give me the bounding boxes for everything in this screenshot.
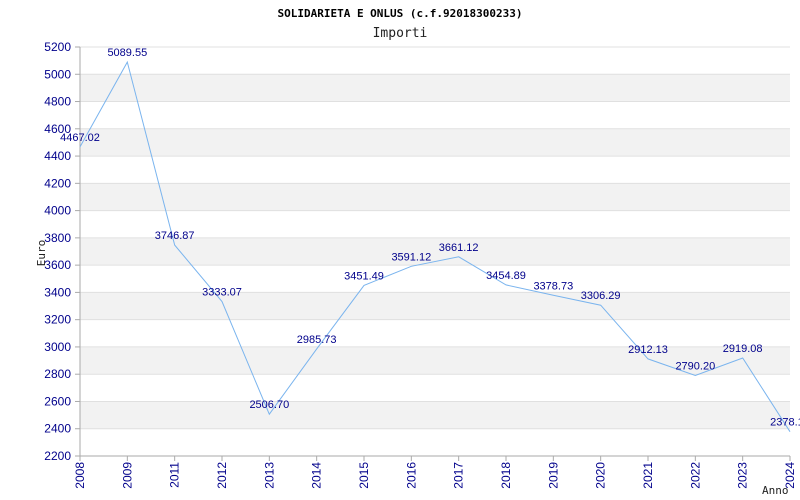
- x-tick-label: 2024: [783, 462, 797, 489]
- data-label: 2912.13: [628, 344, 668, 356]
- data-label: 2790.20: [675, 361, 715, 373]
- axes: [79, 47, 791, 461]
- y-tick-label: 3000: [44, 340, 71, 354]
- x-tick-label: 2011: [168, 462, 182, 488]
- grid-band: [80, 183, 790, 211]
- x-tick-label: 2015: [357, 462, 371, 489]
- x-tick-label: 2021: [641, 462, 655, 489]
- data-label: 3333.07: [202, 287, 242, 299]
- x-tick-label: 2012: [215, 462, 229, 489]
- data-label: 5089.55: [107, 47, 147, 59]
- y-tick-label: 2400: [44, 422, 71, 436]
- chart-subtitle: Importi: [373, 26, 428, 41]
- grid-band: [80, 237, 790, 266]
- y-tick-label: 3800: [44, 231, 71, 245]
- x-tick-label: 2016: [404, 462, 418, 489]
- grid-lines: [75, 46, 790, 457]
- grid-band: [80, 292, 790, 320]
- data-label: 2919.08: [723, 343, 763, 355]
- x-tick-label: 2008: [73, 462, 87, 489]
- y-tick-label: 2600: [44, 394, 71, 408]
- x-tick-label: 2017: [452, 462, 466, 489]
- data-label: 3661.12: [439, 242, 479, 254]
- x-axis-label: Anno: [762, 484, 789, 497]
- x-tick-label: 2023: [736, 462, 750, 489]
- x-tick-label: 2022: [688, 462, 702, 489]
- y-tick-label: 4800: [44, 95, 71, 109]
- data-label: 3451.49: [344, 270, 384, 282]
- data-label: 3746.87: [155, 230, 195, 242]
- series-line: [79, 60, 791, 432]
- x-tick-label: 2014: [310, 462, 324, 489]
- y-tick-label: 4000: [44, 204, 71, 218]
- data-label: 2378.18: [770, 417, 800, 429]
- grid-band: [80, 128, 790, 157]
- x-tick-label: 2018: [499, 462, 513, 489]
- y-tick-label: 3600: [44, 258, 71, 272]
- chart-title: SOLIDARIETA E ONLUS (c.f.92018300233): [277, 7, 522, 20]
- data-label: 2506.70: [249, 399, 289, 411]
- x-tick-labels: 2008 2009 2011 2012 2013 2014 2015 2016 2017 2018…: [73, 462, 797, 489]
- data-label: 3306.29: [581, 290, 621, 302]
- y-tick-label: 2800: [44, 367, 71, 381]
- x-tick-label: 2013: [262, 462, 276, 489]
- data-label: 3378.73: [533, 280, 573, 292]
- y-tick-label: 5000: [44, 67, 71, 81]
- data-label: 2985.73: [297, 334, 337, 346]
- data-labels: 4467.02 5089.55 3746.87 3333.07 2506.70 2985.…: [60, 47, 800, 429]
- data-label: 3591.12: [391, 251, 431, 263]
- y-tick-label: 3400: [44, 285, 71, 299]
- y-tick-label: 4600: [44, 122, 71, 136]
- y-tick-label: 5200: [44, 40, 71, 54]
- data-label: 4467.02: [60, 132, 100, 144]
- x-tick-label: 2019: [546, 462, 560, 489]
- y-tick-label: 3200: [44, 313, 71, 327]
- y-axis-label: Euro: [35, 240, 48, 267]
- grid-band: [80, 401, 790, 429]
- y-tick-label: 4200: [44, 176, 71, 190]
- y-tick-label: 2200: [44, 449, 71, 463]
- data-label: 3454.89: [486, 270, 526, 282]
- y-tick-label: 4400: [44, 149, 71, 163]
- grid-band: [80, 346, 790, 375]
- y-tick-labels: 2200 2400 2600 2800 3000 3200 3400 3600 3800 4000…: [44, 40, 71, 463]
- x-tick-label: 2009: [120, 462, 134, 489]
- grid-band: [80, 74, 790, 102]
- grid-bands: [80, 74, 790, 429]
- x-tick-label: 2020: [594, 462, 608, 489]
